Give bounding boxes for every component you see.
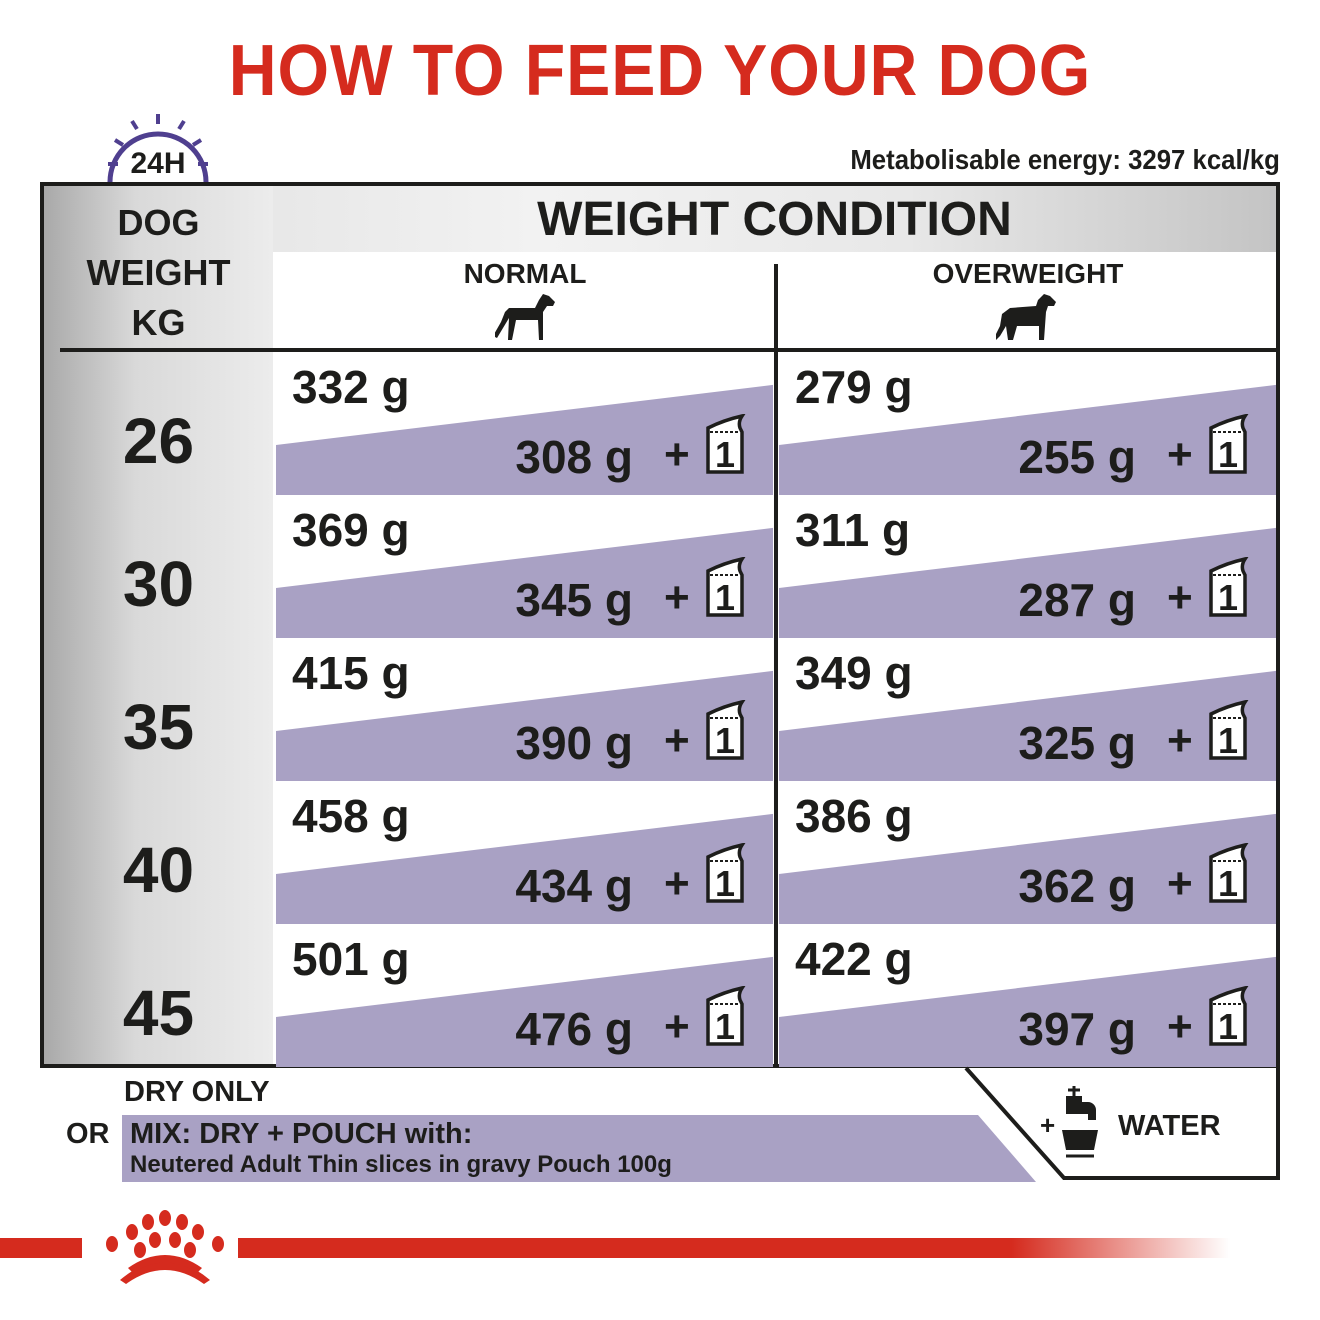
pouch-icon: 1 [1207,699,1249,767]
plus-sign: + [664,573,690,622]
ration-cell-normal: 332 g 308 g + 1 [276,352,773,495]
plus-sign: + [664,430,690,479]
plus-sign: + [664,716,690,765]
header-divider [60,348,1276,352]
dry-only-amount: 279 g [795,361,913,413]
water-plus: + [1040,1110,1056,1140]
pouch-icon: 1 [1207,413,1249,481]
ration-cell-overweight: 422 g 397 g + 1 [779,924,1276,1067]
dry-only-label: DRY ONLY [124,1076,270,1108]
mix-dry-amount: 390 g [515,717,633,769]
ration-cell-normal: 415 g 390 g + 1 [276,638,773,781]
dog-weight-value: 45 [122,977,195,1049]
column-divider [774,264,778,1064]
pouch-count: 1 [1218,863,1238,904]
pouch-count: 1 [1218,577,1238,618]
column-overweight: OVERWEIGHT [932,258,1124,289]
weight-condition-header: WEIGHT CONDITION [537,193,1012,246]
mix-dry-amount: 476 g [515,1003,633,1055]
pouch-count: 1 [1218,1006,1238,1047]
mix-dry-amount: 255 g [1018,431,1136,483]
pouch-count: 1 [715,577,735,618]
plus-sign: + [1167,716,1193,765]
pouch-count: 1 [1218,720,1238,761]
dry-only-amount: 332 g [292,361,410,413]
water-tap-icon [1062,1086,1098,1158]
mix-dry-amount: 287 g [1018,574,1136,626]
pouch-name: Neutered Adult Thin slices in gravy Pouc… [130,1151,672,1178]
dry-only-amount: 415 g [292,647,410,699]
water-label: WATER [1118,1110,1221,1142]
dry-only-amount: 369 g [292,504,410,556]
ration-cell-overweight: 386 g 362 g + 1 [779,781,1276,924]
ration-cell-overweight: 311 g 287 g + 1 [779,495,1276,638]
metabolisable-energy: Metabolisable energy: 3297 kcal/kg [850,144,1280,175]
dog-weight-value: 35 [122,691,195,763]
pouch-icon: 1 [704,556,746,624]
ration-cell-normal: 458 g 434 g + 1 [276,781,773,924]
pouch-count: 1 [1218,434,1238,475]
clock-label: 24H [130,147,185,180]
plus-sign: + [1167,573,1193,622]
header-line: WEIGHT [86,252,231,293]
ration-cell-normal: 501 g 476 g + 1 [276,924,773,1067]
weight-column [44,186,273,1064]
dry-only-amount: 422 g [795,933,913,985]
clock-icon: 24H [107,114,209,183]
header-line: DOG [117,202,200,243]
column-normal: NORMAL [463,258,587,289]
plus-sign: + [1167,430,1193,479]
plus-sign: + [664,859,690,908]
header-line: KG [131,302,186,343]
plus-sign: + [664,1002,690,1051]
mix-dry-amount: 325 g [1018,717,1136,769]
pouch-count: 1 [715,720,735,761]
water-box [964,1066,1280,1180]
pouch-icon: 1 [1207,985,1249,1053]
pouch-count: 1 [715,863,735,904]
pouch-count: 1 [715,434,735,475]
dog-weight-value: 40 [122,834,195,906]
dry-only-amount: 501 g [292,933,410,985]
pouch-icon: 1 [704,413,746,481]
mix-dry-amount: 397 g [1018,1003,1136,1055]
pouch-icon: 1 [1207,842,1249,910]
pouch-icon: 1 [1207,556,1249,624]
mix-dry-amount: 345 g [515,574,633,626]
ration-cell-overweight: 279 g 255 g + 1 [779,352,1276,495]
plus-sign: + [1167,1002,1193,1051]
dry-only-amount: 311 g [795,504,911,556]
dry-only-amount: 386 g [795,790,913,842]
mix-dry-amount: 362 g [1018,860,1136,912]
overweight-dog-icon [996,294,1056,340]
mix-band [122,1115,1036,1182]
dog-weight-value: 26 [122,405,195,477]
ration-cell-overweight: 349 g 325 g + 1 [779,638,1276,781]
dog-weight-header: DOG WEIGHT KG [44,198,273,348]
mix-dry-amount: 308 g [515,431,633,483]
pouch-count: 1 [715,1006,735,1047]
royal-canin-crown-logo [106,1210,224,1284]
brand-stripe-right [238,1238,1230,1258]
ration-cell-normal: 369 g 345 g + 1 [276,495,773,638]
pouch-icon: 1 [704,842,746,910]
dry-only-amount: 349 g [795,647,913,699]
mix-dry-amount: 434 g [515,860,633,912]
dog-weight-value: 30 [122,548,195,620]
normal-dog-icon [495,294,555,340]
or-label: OR [66,1118,110,1150]
plus-sign: + [1167,859,1193,908]
mix-label: MIX: DRY + POUCH with: [130,1118,473,1150]
dry-only-amount: 458 g [292,790,410,842]
brand-stripe-left [0,1238,82,1258]
pouch-icon: 1 [704,699,746,767]
page-title: HOW TO FEED YOUR DOG [228,31,1092,111]
pouch-icon: 1 [704,985,746,1053]
